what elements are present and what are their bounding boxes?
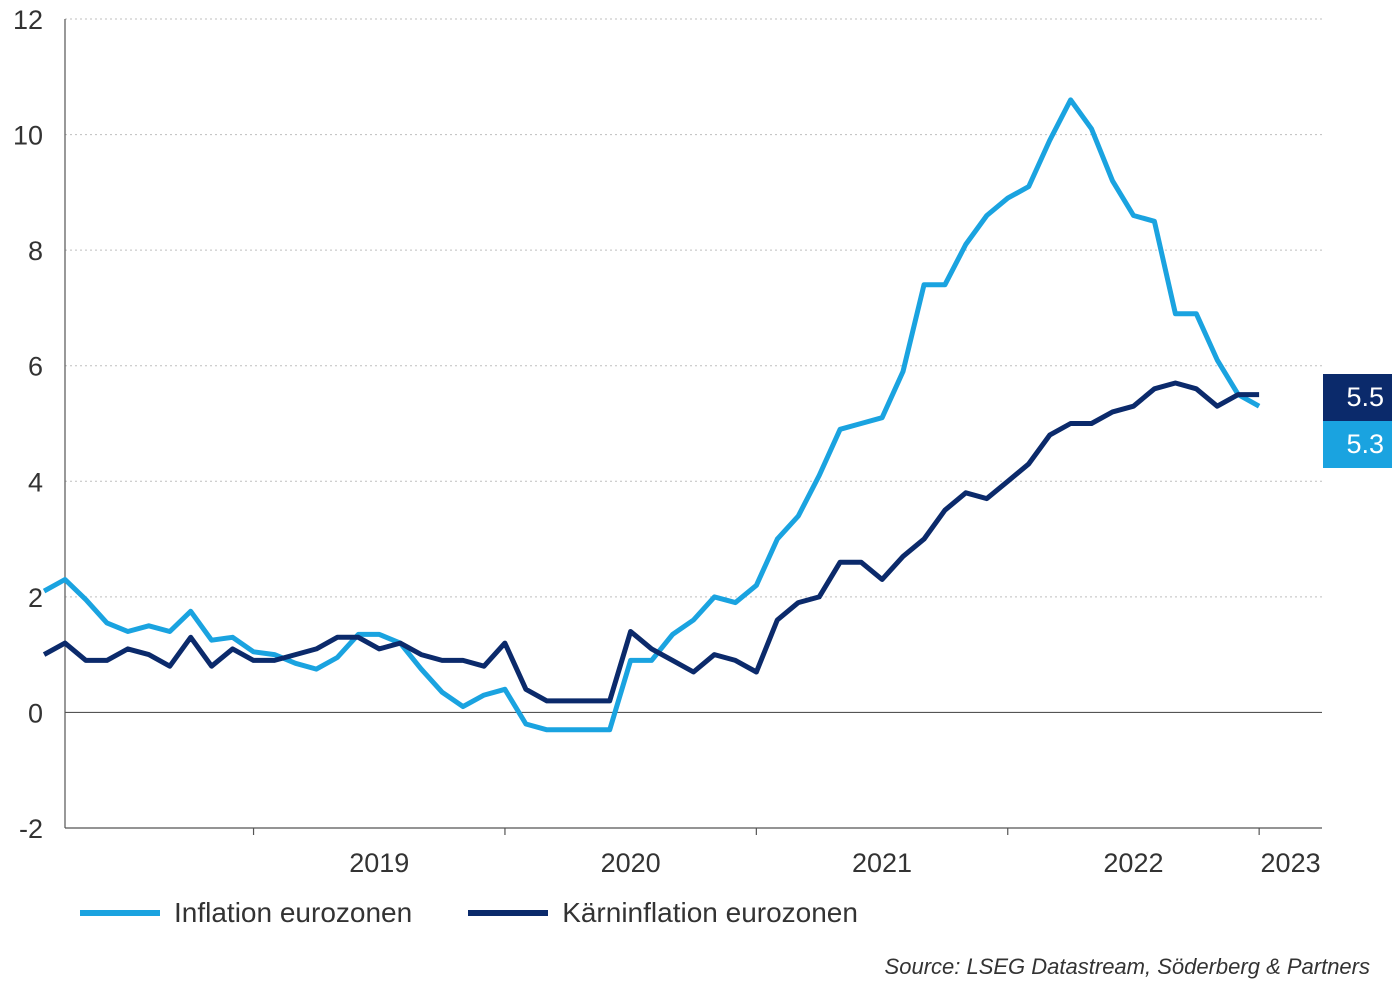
y-tick-label: 8 — [28, 236, 43, 266]
y-tick-label: 10 — [13, 121, 43, 151]
gridlines — [65, 18, 1322, 714]
series-lines — [42, 97, 1261, 733]
inflation-end-label: 5.3 — [1323, 421, 1392, 468]
legend-item-inflation: Inflation eurozonen — [80, 897, 412, 929]
axes: -2 0 2 4 6 8 10 12 2019 2020 2021 2022 2023 — [13, 5, 1322, 878]
x-tick-label: 2021 — [852, 848, 912, 878]
x-tick-label: 2023 — [1261, 848, 1321, 878]
source-note: Source: LSEG Datastream, Söderberg & Par… — [884, 954, 1370, 979]
x-tick-label: 2019 — [349, 848, 409, 878]
legend-label-inflation: Inflation eurozonen — [174, 897, 413, 928]
legend: Inflation eurozonen Kärninflation eurozo… — [80, 897, 914, 929]
y-tick-label: 12 — [13, 5, 43, 35]
legend-label-core: Kärninflation eurozonen — [562, 897, 858, 928]
inflation-series-line — [42, 97, 1261, 733]
y-tick-label: 4 — [28, 467, 43, 497]
y-tick-label: -2 — [19, 814, 43, 844]
legend-item-core: Kärninflation eurozonen — [468, 897, 858, 929]
core-inflation-series-line — [42, 380, 1260, 704]
core-inflation-end-label: 5.5 — [1323, 374, 1392, 421]
x-tick-label: 2022 — [1103, 848, 1163, 878]
y-tick-label: 0 — [28, 698, 43, 728]
legend-swatch-inflation — [80, 910, 160, 916]
y-tick-label: 2 — [28, 583, 43, 613]
line-chart: -2 0 2 4 6 8 10 12 2019 2020 2021 2022 2023 — [13, 5, 1322, 878]
y-tick-label: 6 — [28, 352, 43, 382]
x-tick-label: 2020 — [601, 848, 661, 878]
legend-swatch-core — [468, 910, 549, 916]
